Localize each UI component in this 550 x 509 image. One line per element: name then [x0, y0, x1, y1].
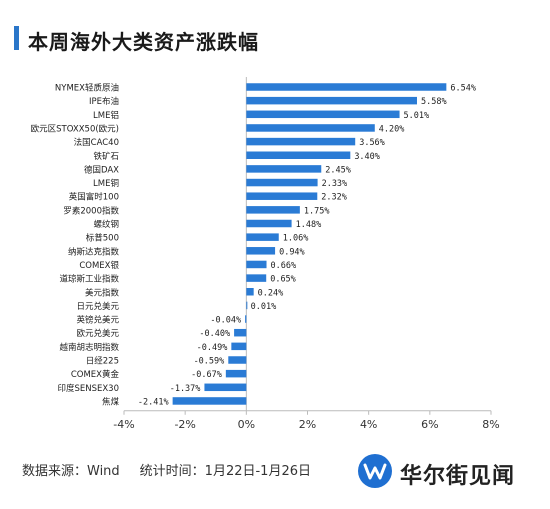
category-label: 罗素2000指数: [63, 205, 119, 216]
category-label: 标普500: [86, 233, 119, 244]
category-label: 焦煤: [102, 396, 120, 407]
x-tick-label: 8%: [482, 418, 499, 431]
bar: [246, 124, 375, 132]
bar: [234, 328, 247, 337]
category-label: 道琼斯工业指数: [59, 274, 119, 285]
category-label: COMEX银: [79, 260, 119, 271]
value-label: 2.33%: [322, 179, 348, 189]
bar: [246, 96, 417, 105]
bar: [246, 83, 447, 91]
x-tick-label: -4%: [113, 418, 134, 431]
value-label: 2.32%: [321, 193, 347, 203]
value-label: -0.04%: [210, 316, 241, 326]
category-label: 纳斯达克指数: [68, 246, 120, 257]
value-label: -1.37%: [170, 384, 201, 394]
category-label: 欧元区STOXX50(欧元): [31, 123, 119, 134]
bar: [246, 178, 318, 187]
bar: [246, 233, 279, 241]
value-label: 1.75%: [304, 206, 330, 216]
value-label: -0.67%: [191, 370, 222, 380]
category-label: 欧元兑美元: [76, 328, 119, 339]
value-label: 3.40%: [354, 152, 380, 162]
value-label: 0.94%: [279, 247, 305, 257]
value-label: 0.66%: [271, 261, 297, 271]
category-label: 德国DAX: [84, 164, 119, 175]
value-label: -0.49%: [197, 343, 228, 353]
value-label: 6.54%: [450, 84, 476, 94]
x-tick-label: 6%: [421, 418, 438, 431]
brand-logo: 华尔街见闻: [358, 452, 538, 492]
category-label: 美元指数: [85, 287, 120, 298]
category-label: NYMEX轻质原油: [55, 83, 119, 94]
category-label: LME铜: [93, 178, 119, 189]
bar: [172, 397, 247, 405]
category-label: 日元兑美元: [76, 301, 119, 312]
bar: [246, 165, 322, 173]
value-label: 0.01%: [251, 302, 277, 312]
category-label: 日经225: [86, 356, 119, 367]
bar: [245, 315, 247, 323]
brand-name: 华尔街见闻: [400, 463, 516, 489]
category-label: 法国CAC40: [74, 137, 119, 148]
category-label: 英镑兑美元: [76, 315, 119, 326]
bar: [228, 356, 247, 364]
bar: [246, 288, 254, 296]
x-tick-label: 4%: [360, 418, 377, 431]
bar: [246, 260, 267, 269]
value-label: 5.58%: [421, 97, 447, 107]
x-tick-label: -2%: [174, 418, 195, 431]
value-label: 0.65%: [270, 275, 296, 285]
value-label: 4.20%: [379, 124, 405, 134]
footer: 数据来源：Wind 统计时间：1月22日-1月26日: [22, 460, 311, 479]
value-label: -0.40%: [199, 329, 230, 339]
value-label: 1.06%: [283, 234, 309, 244]
x-tick-label: 2%: [299, 418, 316, 431]
title-accent-bar: [14, 26, 19, 50]
category-label: 英国富时100: [69, 192, 119, 203]
value-label: 5.01%: [404, 111, 430, 121]
bar: [246, 137, 356, 146]
data-source-label: 数据来源：Wind: [22, 464, 120, 479]
bar: [246, 219, 292, 228]
bar: [246, 192, 318, 200]
bar: [225, 369, 247, 378]
value-label: 3.56%: [359, 138, 385, 148]
bar: [246, 110, 400, 119]
bar-chart: -4% -2% 0% 2% 4% 6% 8% NYMEX轻质原油 6.54% IPE布油 5.58%…: [31, 77, 500, 431]
category-label: 铁矿石: [93, 151, 119, 162]
bar: [246, 274, 267, 282]
category-label: COMEX黄金: [71, 369, 120, 380]
bar: [246, 151, 351, 159]
value-label: 0.24%: [258, 288, 284, 298]
value-label: 1.48%: [296, 220, 322, 230]
category-label: LME铝: [93, 110, 119, 121]
x-tick-label: 0%: [238, 418, 255, 431]
wallstreetcn-logo-icon: [358, 454, 392, 488]
bar: [204, 383, 247, 392]
value-label: 2.45%: [325, 165, 351, 175]
bar: [246, 206, 300, 214]
bar: [246, 301, 248, 310]
category-label: 越南胡志明指数: [59, 342, 119, 353]
chart-title: 本周海外大类资产涨跌幅: [28, 30, 259, 54]
bar: [231, 342, 247, 351]
category-label: IPE布油: [89, 96, 119, 107]
bar: [246, 247, 276, 255]
category-label: 印度SENSEX30: [57, 383, 119, 394]
value-label: -2.41%: [138, 397, 169, 407]
category-label: 螺纹钢: [93, 219, 119, 230]
period-label: 统计时间：1月22日-1月26日: [139, 464, 311, 479]
value-label: -0.59%: [194, 357, 225, 367]
